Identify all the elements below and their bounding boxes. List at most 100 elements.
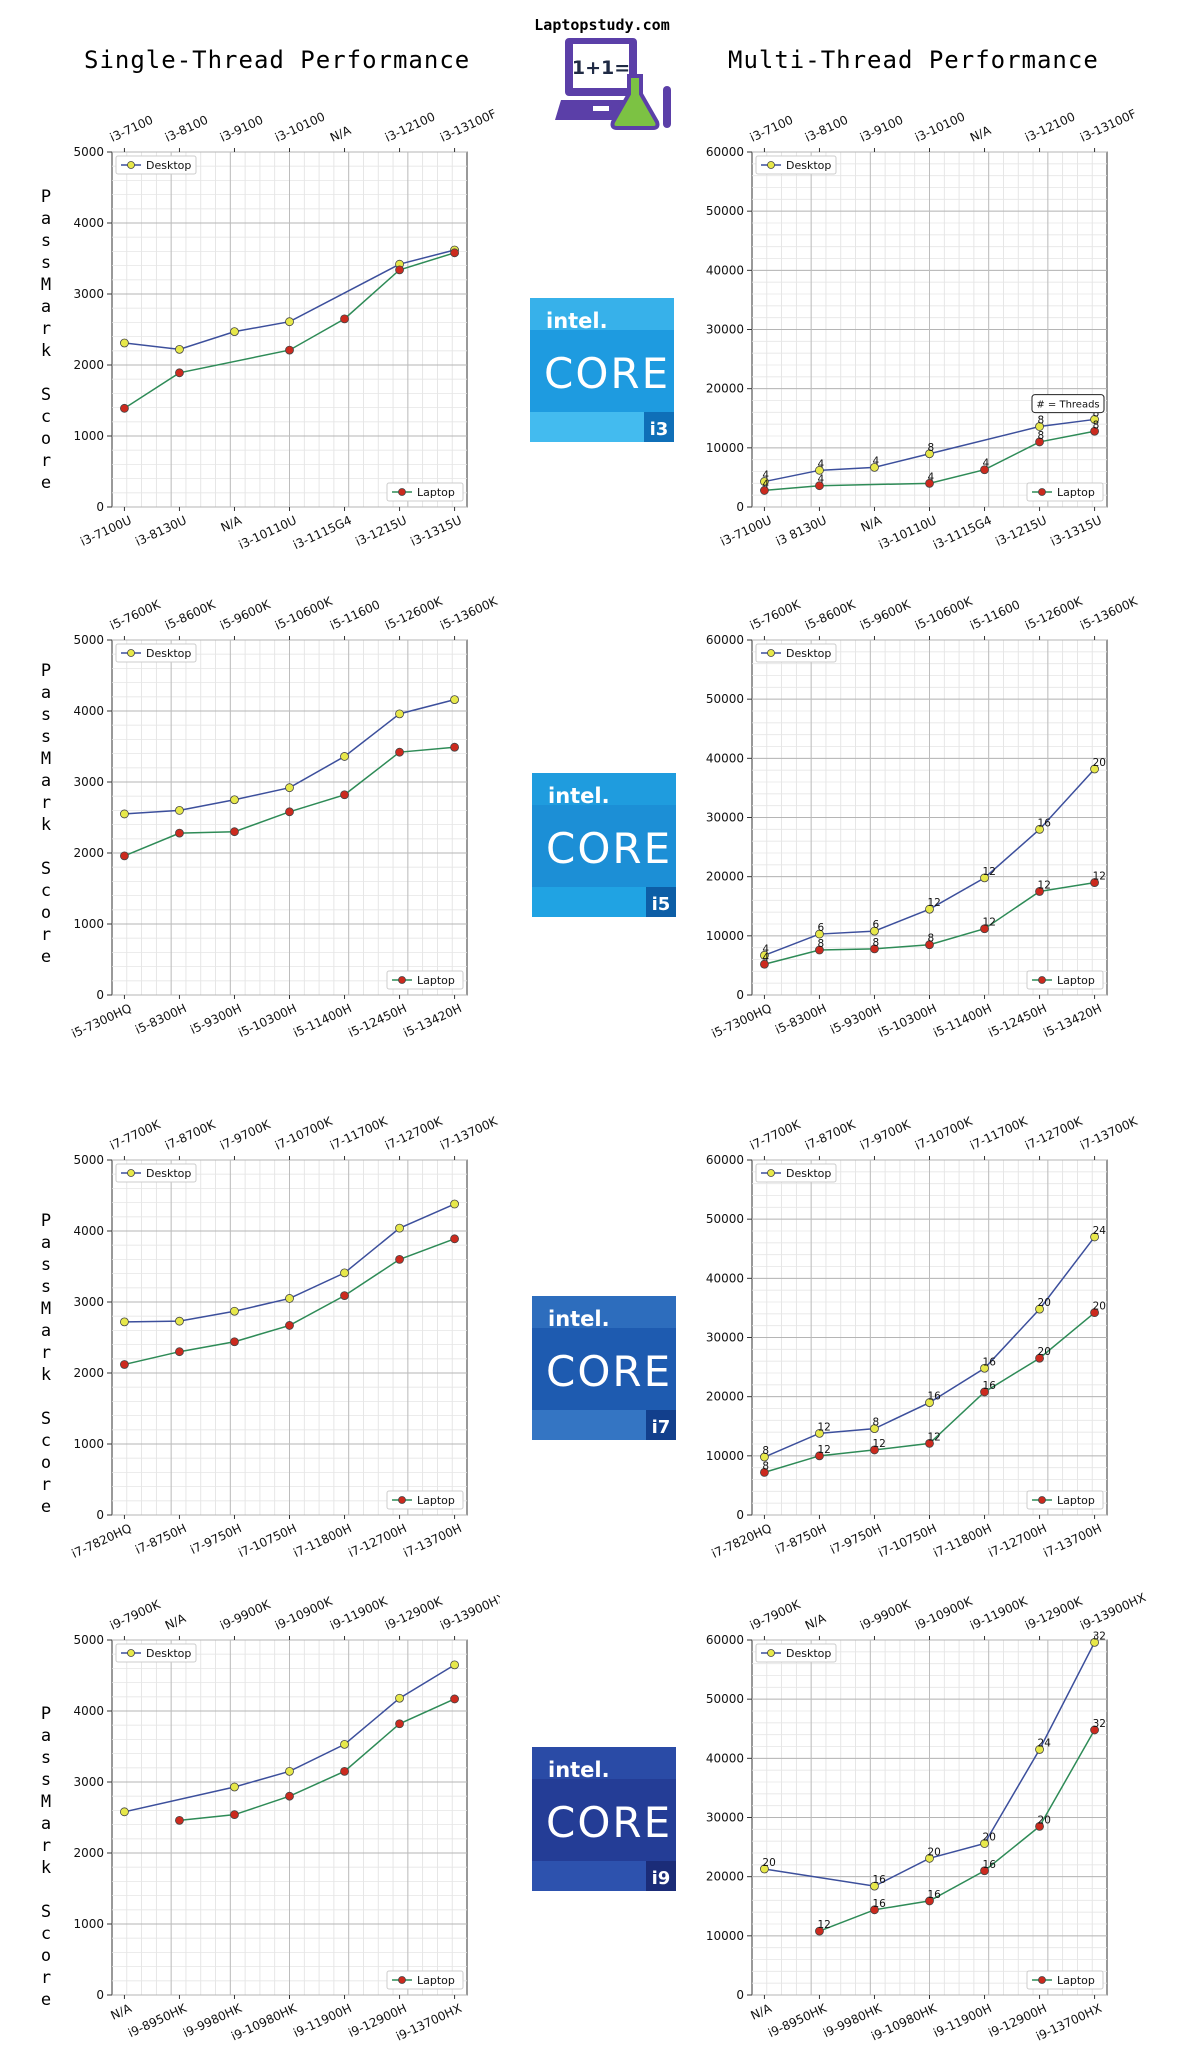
y-tick-label: 3000 [73,775,104,789]
x-top-tick-label: i5-9600K [858,597,914,633]
legend-desktop: Desktop [115,155,197,175]
laptop-data-point [1035,1353,1044,1363]
legend-desktop: Desktop [115,1163,197,1183]
laptop-data-point [285,1321,294,1330]
y-axis-label-char: e [40,473,52,493]
y-axis-label-char: a [40,771,52,791]
y-tick-label: 0 [96,1508,104,1522]
x-bottom-tick-label: N/A [859,513,885,535]
y-axis-label-char: s [40,1255,52,1275]
thread-count-label: 16 [1038,817,1052,829]
thread-count-label: 16 [983,1859,997,1871]
x-top-tick-label: i3-8100 [803,113,850,145]
y-axis-label-char: P [40,1704,52,1724]
laptop-data-point [120,1360,129,1369]
thread-count-label: 4 [817,458,824,470]
laptop-data-point [925,940,934,950]
x-bottom-tick-label: i7-7820HQ [69,1521,133,1561]
x-bottom-tick-label: i3-1215U [353,513,408,549]
x-top-tick-label: i7-13700K [438,1114,500,1153]
thread-count-label: 24 [1038,1737,1052,1749]
desktop-data-point [285,1294,294,1303]
threads-annotation-text: # = Threads [1036,400,1099,411]
thread-count-label: 16 [872,1898,886,1910]
y-tick-label: 0 [96,988,104,1002]
laptop-data-point [230,1810,239,1820]
x-top-tick-label: i5-7600K [108,597,164,633]
y-axis-label-char: s [40,1748,52,1768]
thread-count-label: 8 [872,1417,879,1429]
thread-count-label: 6 [817,922,824,934]
laptop-data-point [120,403,129,413]
tier-text: i7 [652,1417,671,1438]
desktop-data-point [120,1807,129,1817]
y-tick-label: 50000 [706,1212,744,1226]
x-top-tick-label: i7-12700K [1023,1114,1086,1153]
x-top-tick-label: i9-12900K [1023,1594,1086,1633]
thread-count-label: 16 [983,1356,997,1368]
desktop-data-point [285,317,294,327]
desktop-data-point [395,1223,404,1233]
badge-lower-band [532,1861,646,1891]
x-top-tick-label: i5-13600K [438,594,500,633]
y-tick-label: 2000 [73,1366,104,1380]
y-tick-label: 10000 [706,1929,744,1943]
y-tick-label: 60000 [706,1633,744,1647]
y-axis-label-char: k [40,1365,52,1385]
y-tick-label: 60000 [706,145,744,159]
thread-count-label: 6 [872,919,879,931]
desktop-data-point [925,904,934,914]
laptop-data-point [340,1766,349,1776]
thread-count-label: 16 [983,1380,997,1392]
desktop-data-point [980,1839,989,1848]
laptop-data-point [870,1445,879,1455]
x-top-tick-label: i3-9100 [858,113,905,145]
x-bottom-tick-label: N/A [109,2001,135,2023]
legend-desktop-label: Desktop [146,159,191,172]
y-tick-label: 2000 [73,1846,104,1860]
y-axis-label-char: k [40,341,52,361]
legend-desktop: Desktop [755,155,837,175]
x-top-tick-label: i5-11600 [968,597,1022,632]
thread-count-label: 8 [1038,430,1045,442]
x-top-tick-label: i7-10700K [273,1114,336,1153]
x-bottom-tick-label: i7-9750H [188,1521,244,1557]
x-top-tick-label: i9-10900K [273,1594,336,1633]
y-tick-label: 10000 [706,1449,744,1463]
laptop-series-line [819,1729,1096,1932]
thread-count-label: 12 [872,1438,885,1450]
y-tick-label: 1000 [73,917,104,931]
laptop-data-point [340,1291,349,1301]
thread-count-label: 8 [817,938,824,950]
y-axis-label-char: a [40,209,52,229]
x-bottom-tick-label: i7-12700H [986,1521,1049,1560]
y-axis-label-char: e [40,947,52,967]
laptop-data-point [980,1387,989,1397]
desktop-data-point [285,783,294,793]
y-tick-label: 1000 [73,429,104,443]
y-tick-label: 30000 [706,1811,744,1825]
x-top-tick-label: i9-13900HX [438,1590,500,1633]
desktop-data-point [925,449,934,459]
x-top-tick-label: i3-9100 [218,113,265,145]
laptop-data-point [980,465,989,475]
core-text: CORE [546,1798,672,1847]
laptop-data-point [870,944,879,954]
y-axis-label-char: o [40,903,52,923]
x-top-tick-label: i3-8100 [163,113,210,145]
x-bottom-tick-label: i7-9750H [828,1521,884,1557]
desktop-series-line [124,249,455,351]
badge-lower-band [532,1410,646,1440]
desktop-data-point [815,465,824,475]
x-bottom-tick-label: i3-1115G4 [931,513,994,552]
x-bottom-tick-label: i5-13420H [1041,1001,1104,1040]
x-top-tick-label: i7-11700K [968,1114,1031,1153]
laptop-data-point [230,827,239,837]
y-tick-label: 40000 [706,1271,744,1285]
x-bottom-tick-label: i7-8750H [133,1521,189,1557]
legend-desktop-label: Desktop [146,1647,191,1660]
x-bottom-tick-label: i3 8130U [774,513,829,549]
desktop-data-point [870,1424,879,1434]
